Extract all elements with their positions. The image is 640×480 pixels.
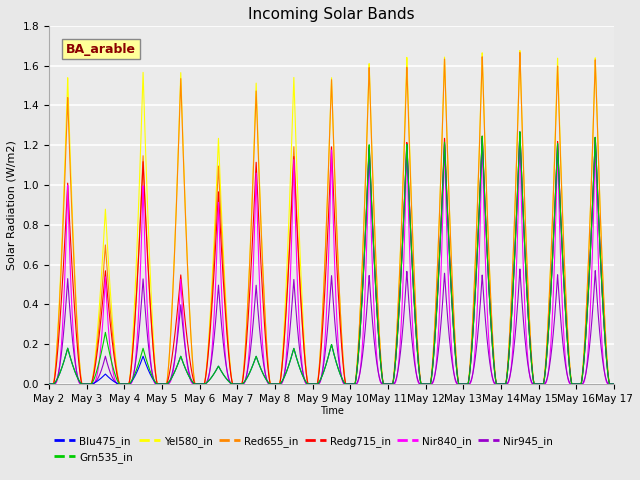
- Y-axis label: Solar Radiation (W/m2): Solar Radiation (W/m2): [7, 140, 17, 270]
- Text: BA_arable: BA_arable: [66, 43, 136, 56]
- Title: Incoming Solar Bands: Incoming Solar Bands: [248, 7, 415, 22]
- X-axis label: Time: Time: [319, 407, 344, 417]
- Legend: Blu475_in, Grn535_in, Yel580_in, Red655_in, Redg715_in, Nir840_in, Nir945_in: Blu475_in, Grn535_in, Yel580_in, Red655_…: [54, 436, 553, 463]
